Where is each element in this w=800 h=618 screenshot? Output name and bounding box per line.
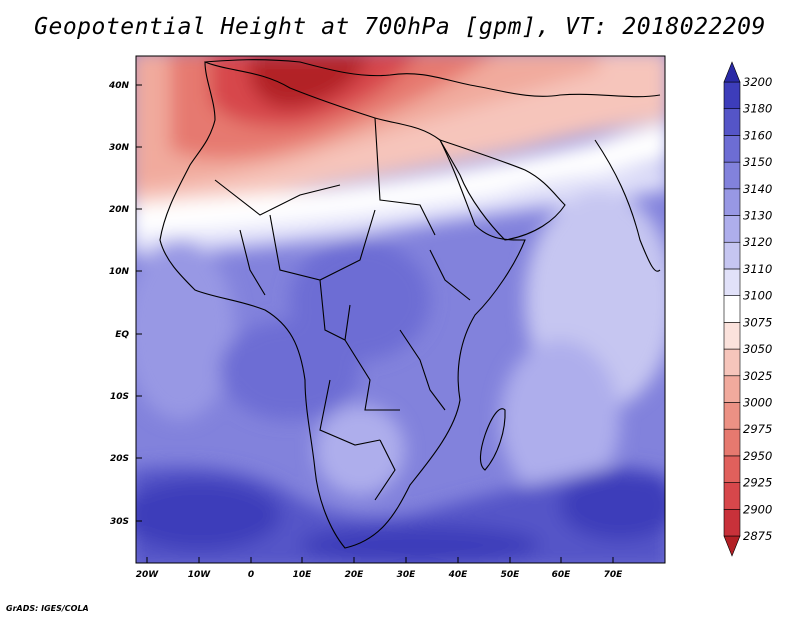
colorbar-level-label: 2875: [743, 529, 772, 543]
colorbar-swatch: [723, 348, 741, 377]
colorbar-swatch: [723, 188, 741, 216]
lat-label: 10N: [109, 267, 130, 277]
lat-label: 10S: [110, 392, 129, 402]
colorbar-level-label: 3000: [743, 395, 772, 409]
colorbar-level-label: 3110: [743, 262, 772, 276]
colorbar-swatch: [723, 135, 741, 163]
colorbar-swatch: [723, 215, 741, 243]
colorbar-swatch: [723, 61, 741, 83]
lon-label: 0: [248, 570, 254, 580]
geopotential-height-field: [136, 56, 665, 563]
colorbar-swatch: [723, 81, 741, 110]
lat-label: 20S: [110, 454, 129, 464]
lat-label: 20N: [109, 205, 130, 215]
colorbar-level-label: 2900: [743, 502, 772, 516]
colorbar-swatch: [723, 295, 741, 323]
colorbar-swatch: [723, 375, 741, 403]
colorbar-swatch: [723, 241, 741, 270]
lon-label: 70E: [604, 570, 624, 580]
colorbar-level-label: 3050: [743, 342, 772, 356]
colorbar-level-label: 3120: [743, 235, 772, 249]
lon-label: 60E: [552, 570, 572, 580]
colorbar-swatch: [723, 322, 741, 350]
map-title: Geopotential Height at 700hPa [gpm], VT:…: [34, 14, 766, 40]
lon-label: 10E: [293, 570, 313, 580]
map-frame: [135, 55, 666, 564]
colorbar-swatch: [723, 455, 741, 483]
colorbar-level-label: 2950: [743, 449, 772, 463]
lat-label: EQ: [115, 330, 129, 340]
lon-label: 50E: [501, 570, 521, 580]
colorbar-swatch: [723, 535, 741, 557]
colorbar-swatch: [723, 482, 741, 510]
lon-label: 40E: [448, 570, 469, 580]
colorbar-level-label: 3160: [743, 128, 772, 142]
axis-ticks: [136, 84, 614, 563]
colorbar-level-label: 3200: [743, 75, 772, 89]
grads-credit: GrADS: IGES/COLA: [6, 604, 89, 613]
lon-label: 10W: [188, 570, 212, 580]
lat-label: 30N: [109, 143, 130, 153]
colorbar-level-label: 3150: [743, 155, 772, 169]
colorbar-level-label: 3130: [743, 209, 772, 223]
colorbar-swatch: [723, 268, 741, 296]
colorbar: 2875 2900 2925 2950 2975 3000 3025 3050 3075 3100…: [723, 61, 772, 557]
colorbar-level-label: 3075: [743, 315, 772, 329]
colorbar-level-label: 3180: [743, 102, 772, 116]
colorbar-level-label: 3025: [743, 369, 772, 383]
colorbar-swatch: [723, 508, 741, 537]
colorbar-level-label: 3140: [743, 182, 772, 196]
lon-label: 30E: [397, 570, 417, 580]
coastlines-and-borders: [159, 59, 661, 549]
latitude-labels: 40N 30N 20N 10N EQ 10S 20S 30S: [108, 81, 130, 527]
colorbar-swatch: [723, 161, 741, 190]
lat-label: 40N: [108, 81, 130, 91]
colorbar-level-label: 3100: [743, 289, 772, 303]
colorbar-swatch: [723, 108, 741, 136]
lat-label: 30S: [110, 517, 129, 527]
colorbar-swatch: [723, 402, 741, 430]
colorbar-level-label: 2925: [743, 476, 772, 490]
colorbar-swatch: [723, 428, 741, 457]
longitude-labels: 20W 10W 0 10E 20E 30E 40E 50E 60E 70E: [136, 570, 623, 580]
colorbar-level-label: 2975: [743, 422, 772, 436]
lon-label: 20E: [345, 570, 365, 580]
lon-label: 20W: [136, 570, 160, 580]
